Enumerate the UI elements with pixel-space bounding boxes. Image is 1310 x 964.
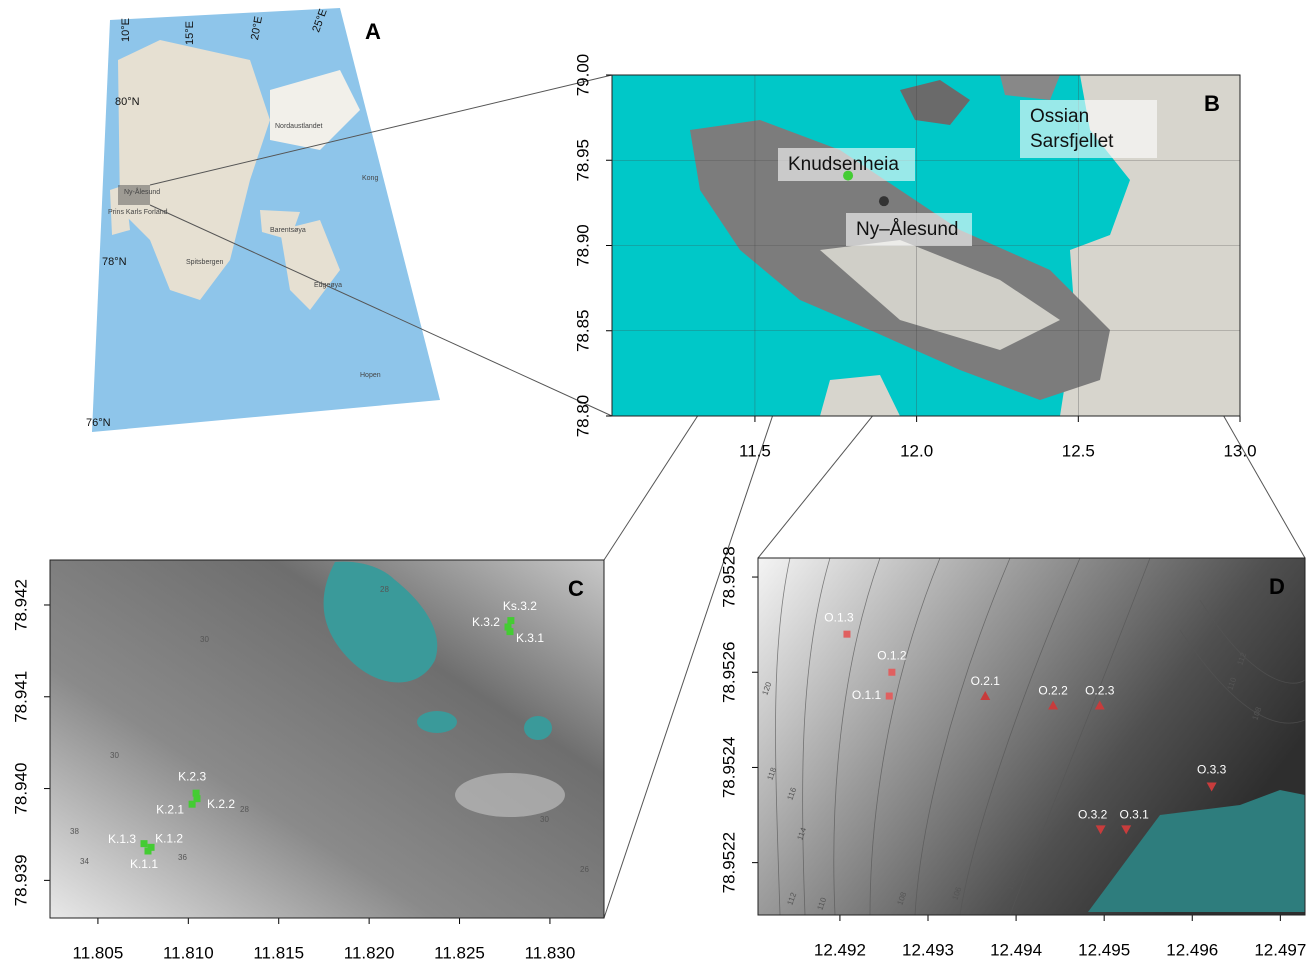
sample-point <box>888 669 895 676</box>
contour-label: 30 <box>540 815 549 824</box>
x-tick-label: 11.820 <box>344 943 395 962</box>
ridge <box>455 773 565 817</box>
overview-map: 10°E 15°E 20°E 25°E 80°N 78°N 76°N Norda… <box>86 7 440 432</box>
y-tick-label: 78.85 <box>573 309 592 352</box>
x-tick-label: 11.805 <box>73 943 124 962</box>
y-tick-label: 78.941 <box>11 671 30 723</box>
point-label: K.2.3 <box>178 769 206 783</box>
sample-point <box>843 631 850 638</box>
x-tick-label: 12.495 <box>1078 940 1130 959</box>
x-tick-label: 12.492 <box>814 940 866 959</box>
y-tick-label: 78.95 <box>573 139 592 182</box>
place-name: Prins Karls Forland <box>108 209 168 216</box>
place-name: Ny-Ålesund <box>124 187 160 196</box>
site-label: Sarsfjellet <box>1030 131 1114 152</box>
x-tick-label: 11.810 <box>163 943 214 962</box>
y-tick-label: 78.9522 <box>719 832 738 893</box>
sample-point <box>193 795 200 802</box>
graticule-label: 76°N <box>86 417 111 429</box>
x-tick-label: 12.496 <box>1166 940 1218 959</box>
sample-point <box>141 840 148 847</box>
panel-letter: A <box>365 19 381 44</box>
place-name: Hopen <box>360 372 381 379</box>
y-tick-label: 78.9528 <box>719 546 738 607</box>
y-tick-label: 78.940 <box>11 763 30 815</box>
point-label: K.2.1 <box>156 802 184 816</box>
figure: 10°E 15°E 20°E 25°E 80°N 78°N 76°N Norda… <box>0 0 1310 964</box>
lake <box>417 711 457 733</box>
sample-point <box>506 628 513 635</box>
x-tick-label: 12.0 <box>900 441 933 460</box>
point-label: O.3.3 <box>1197 763 1227 777</box>
x-tick-label: 13.0 <box>1223 441 1256 460</box>
graticule-label: 78°N <box>102 256 127 268</box>
sample-point <box>507 617 514 624</box>
contour-label: 30 <box>200 635 209 644</box>
site-label: Knudsenheia <box>788 154 899 175</box>
site-marker <box>843 171 853 181</box>
y-tick-label: 78.80 <box>573 395 592 438</box>
point-label: K.1.2 <box>155 831 183 845</box>
y-tick-label: 78.90 <box>573 224 592 267</box>
contour-label: 36 <box>178 853 187 862</box>
contour-label: 28 <box>380 585 389 594</box>
place-name: Edgeøya <box>314 282 342 289</box>
point-label: K.1.1 <box>130 857 158 871</box>
point-label: O.1.3 <box>824 610 854 624</box>
point-label: O.3.2 <box>1078 807 1108 821</box>
point-label: O.3.1 <box>1120 807 1150 821</box>
point-label: K.3.1 <box>516 631 544 645</box>
point-label: O.2.2 <box>1038 684 1068 698</box>
x-tick-label: 11.815 <box>253 943 304 962</box>
graticule-label: 10°E <box>120 18 132 42</box>
x-tick-label: 12.493 <box>902 940 954 959</box>
site-marker <box>879 196 889 206</box>
y-tick-label: 78.942 <box>11 579 30 631</box>
contour-label: 26 <box>580 865 589 874</box>
graticule-label: 15°E <box>184 21 196 45</box>
point-label: O.1.1 <box>852 688 882 702</box>
panel-letter: B <box>1204 91 1220 116</box>
place-name: Barentsøya <box>270 227 306 234</box>
contour-label: 30 <box>110 751 119 760</box>
x-tick-label: 12.5 <box>1062 441 1095 460</box>
x-tick-label: 11.830 <box>525 943 576 962</box>
y-tick-label: 78.9526 <box>719 642 738 703</box>
x-tick-label: 11.825 <box>434 943 485 962</box>
y-tick-label: 78.9524 <box>719 737 738 798</box>
contour-label: 38 <box>70 827 79 836</box>
point-label: K.3.2 <box>472 615 500 629</box>
place-name: Nordaustlandet <box>275 123 323 130</box>
x-tick-label: 12.494 <box>990 940 1042 959</box>
point-label: O.2.3 <box>1085 684 1115 698</box>
y-tick-label: 79.00 <box>573 54 592 97</box>
panel-letter: D <box>1269 574 1285 599</box>
point-label: K.1.3 <box>108 832 136 846</box>
panel-letter: C <box>568 576 584 601</box>
site-label: Ny–Ålesund <box>856 219 958 240</box>
x-tick-label: 12.497 <box>1254 940 1306 959</box>
point-label: K.2.2 <box>207 797 235 811</box>
place-name: Kong <box>362 175 378 182</box>
graticule-label: 80°N <box>115 96 140 108</box>
lake <box>524 716 552 740</box>
site-label: Ossian <box>1030 106 1089 127</box>
place-name: Spitsbergen <box>186 259 223 266</box>
y-tick-label: 78.939 <box>11 854 30 906</box>
contour-label: 28 <box>240 805 249 814</box>
point-label: Ks.3.2 <box>503 599 537 613</box>
x-tick-label: 11.5 <box>739 441 771 460</box>
point-label: O.2.1 <box>971 674 1001 688</box>
point-label: O.1.2 <box>877 648 907 662</box>
sample-point <box>144 847 151 854</box>
contour-label: 34 <box>80 857 89 866</box>
sample-point <box>886 693 893 700</box>
